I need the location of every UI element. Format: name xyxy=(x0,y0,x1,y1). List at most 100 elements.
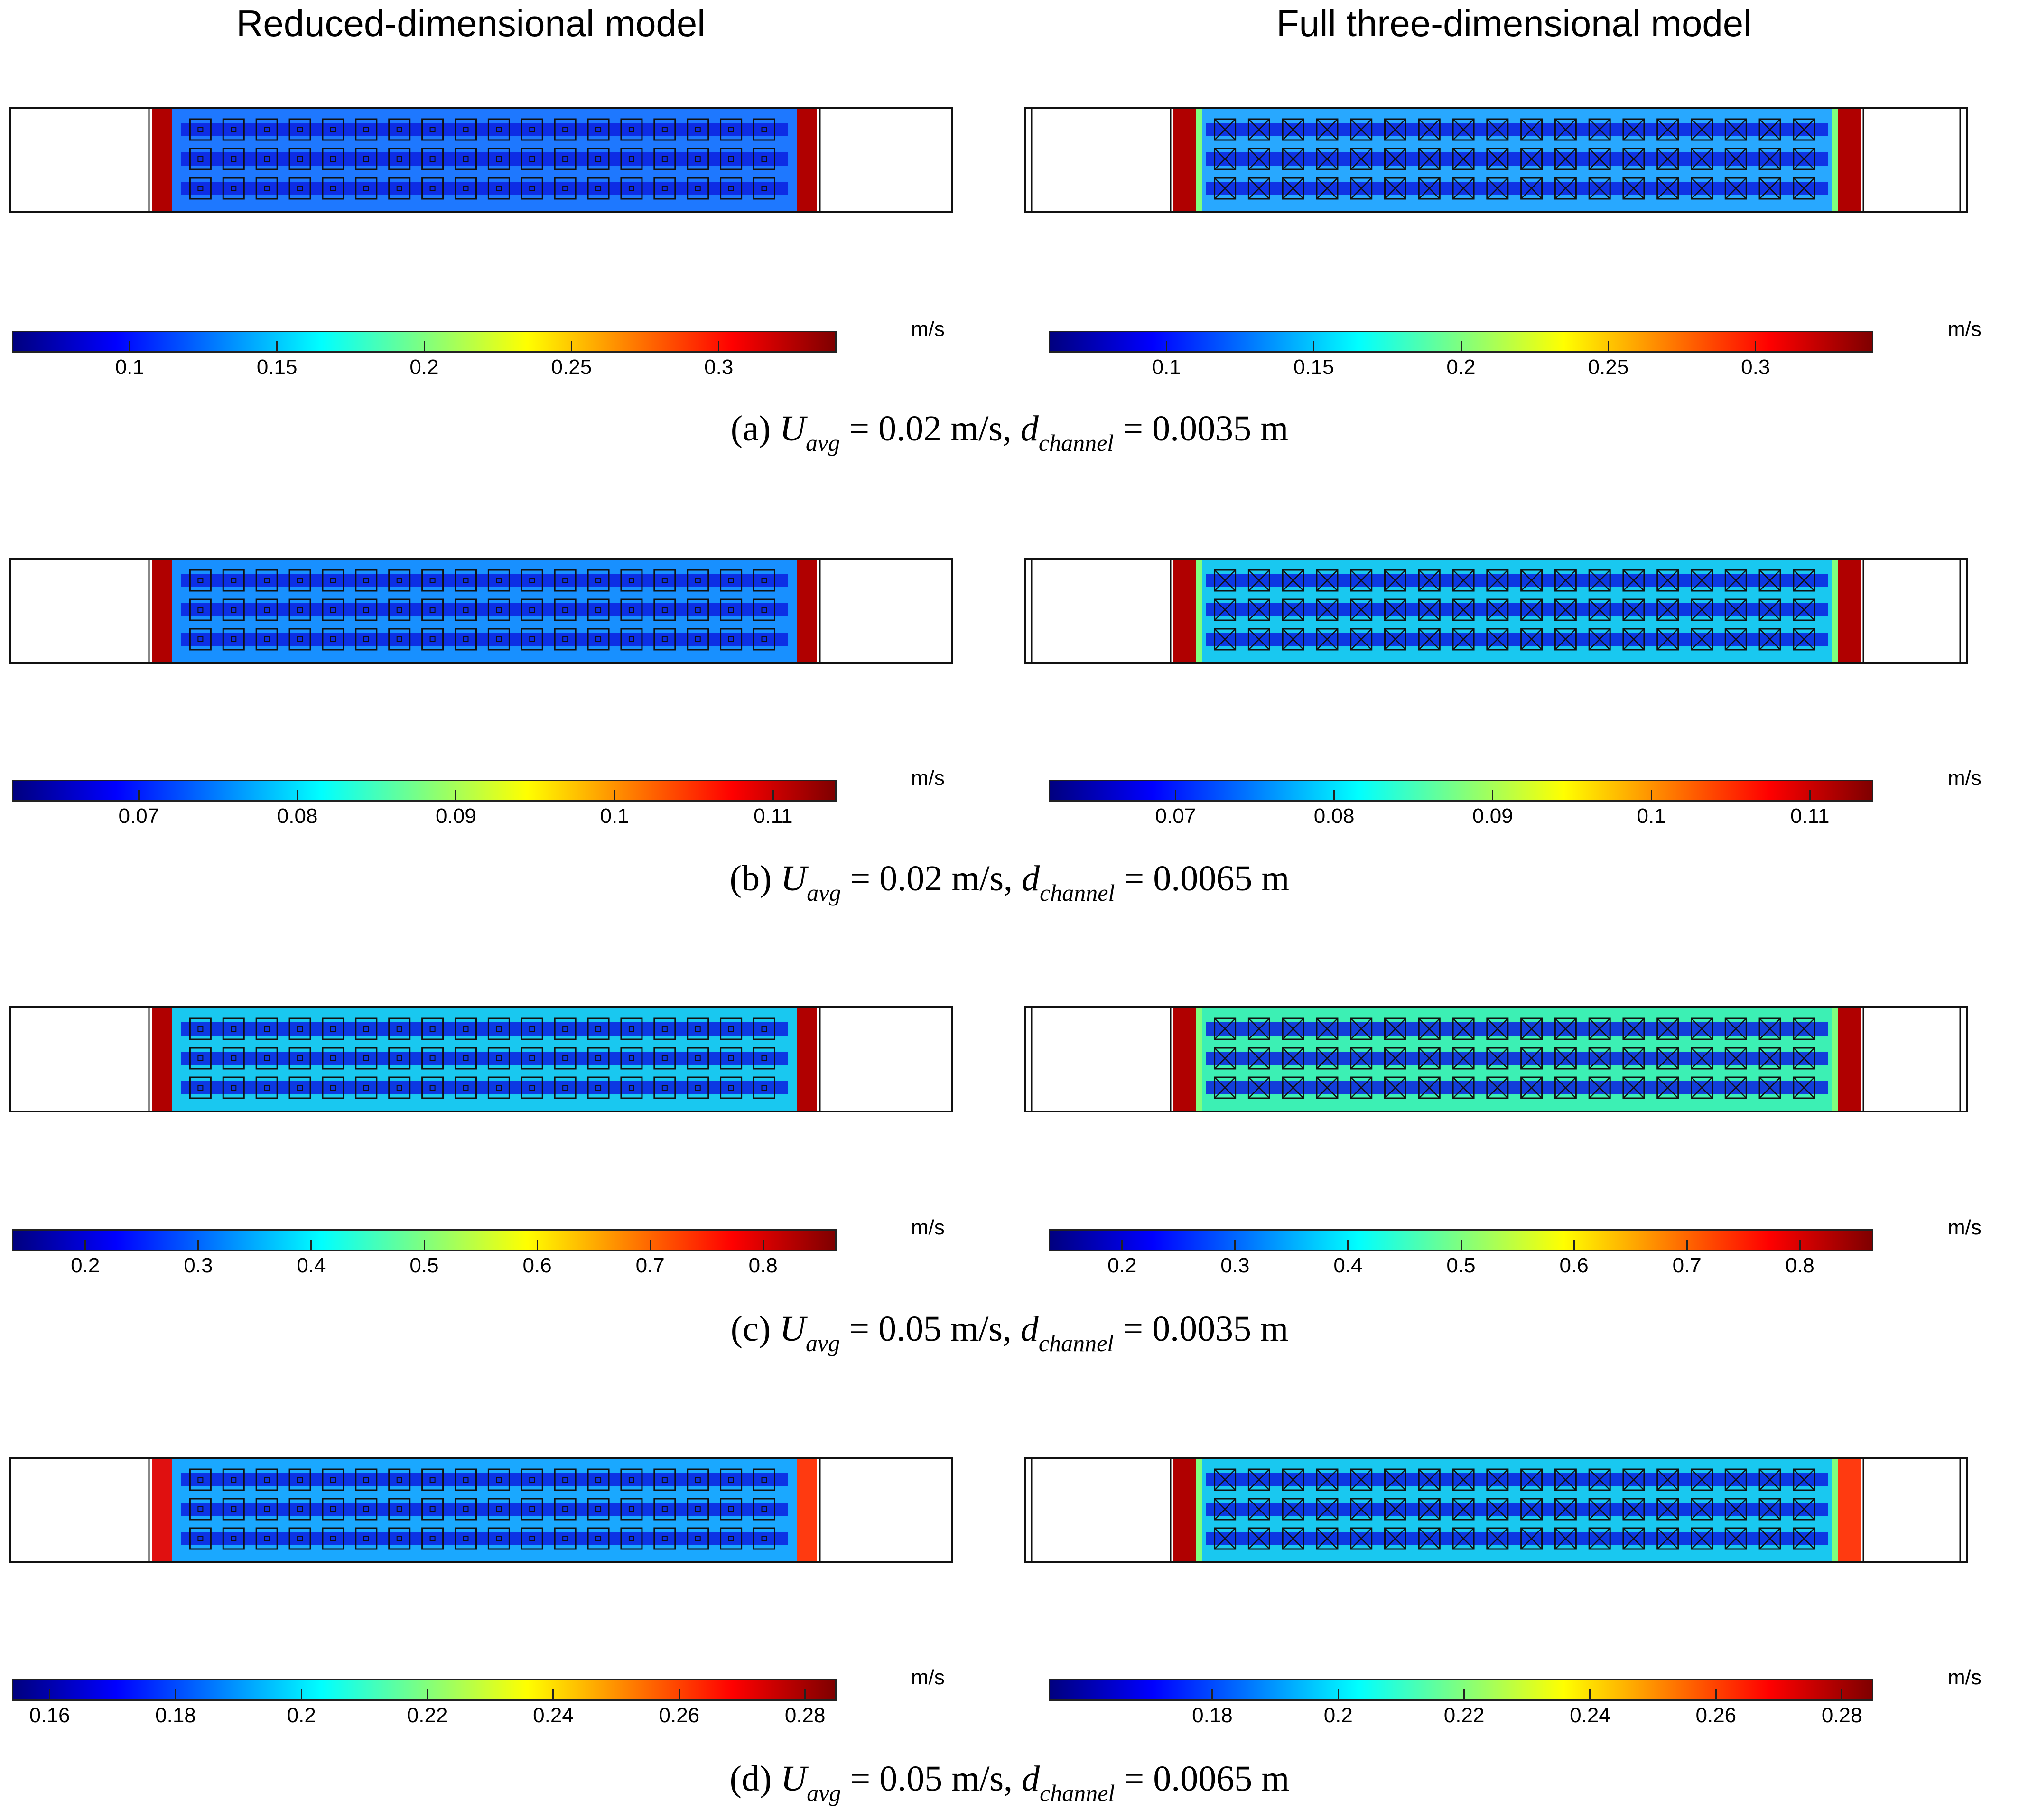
channel-cell xyxy=(1214,1076,1237,1099)
channel-cell xyxy=(487,148,510,170)
right-velocity-domain-3 xyxy=(1024,1457,1968,1563)
outlet-manifold xyxy=(797,1008,817,1111)
channel-cell xyxy=(222,1527,245,1550)
channel-cell xyxy=(1384,1468,1407,1491)
channel-cell xyxy=(753,1017,775,1040)
caption-u-avg: = 0.02 m/s, xyxy=(841,859,1022,898)
colorbar-tick xyxy=(1755,341,1757,351)
channel-cell xyxy=(322,598,344,621)
channel-cell xyxy=(521,1468,543,1491)
channel-cell xyxy=(388,177,411,200)
channel-cell xyxy=(753,1498,775,1521)
colorbar-unit: m/s xyxy=(1948,317,1982,341)
channel-cell xyxy=(1486,598,1509,621)
channel-cell xyxy=(653,1468,676,1491)
channel-cell xyxy=(1758,569,1781,592)
channel-cell xyxy=(521,1017,543,1040)
colorbar-unit: m/s xyxy=(911,766,945,790)
channel-cell xyxy=(421,1047,444,1070)
channel-cell xyxy=(1656,1047,1679,1070)
channel-cell xyxy=(454,1498,477,1521)
channel-cell xyxy=(255,118,278,141)
channel-cell xyxy=(521,569,543,592)
channel-cell xyxy=(255,1017,278,1040)
channel-cell xyxy=(421,598,444,621)
inlet-manifold xyxy=(1173,560,1196,662)
channel-cell xyxy=(1316,177,1339,200)
channel-cell xyxy=(421,148,444,170)
channel-cell xyxy=(620,1076,643,1099)
colorbar-tick-label: 0.18 xyxy=(155,1704,196,1727)
channel-cell xyxy=(521,1076,543,1099)
channel-cell xyxy=(487,1498,510,1521)
channel-cell xyxy=(388,1047,411,1070)
channel-cell xyxy=(1691,148,1713,170)
channel-cell xyxy=(255,1468,278,1491)
colorbar-tick xyxy=(1573,1240,1575,1250)
channel-cell xyxy=(1214,1047,1237,1070)
channel-cell xyxy=(1588,569,1611,592)
channel-cell xyxy=(288,177,311,200)
inlet-manifold xyxy=(152,1008,172,1111)
left-velocity-domain-2 xyxy=(9,1006,953,1112)
channel-cell xyxy=(521,177,543,200)
channel-cell xyxy=(1247,569,1270,592)
channel-cell xyxy=(355,177,378,200)
channel-cell xyxy=(355,1047,378,1070)
channel-cell xyxy=(1656,177,1679,200)
channel-cell xyxy=(487,1047,510,1070)
colorbar-tick-label: 0.2 xyxy=(287,1704,316,1727)
channel-cell xyxy=(1520,177,1543,200)
colorbar-tick-label: 0.15 xyxy=(256,355,298,379)
channel-cell xyxy=(322,1527,344,1550)
colorbar-tick xyxy=(1686,1240,1688,1250)
channel-cell xyxy=(1656,1498,1679,1521)
channel-cell xyxy=(1520,1468,1543,1491)
channel-cell xyxy=(554,1076,577,1099)
right-velocity-domain-1 xyxy=(1024,558,1968,664)
channel-cell xyxy=(255,177,278,200)
channel-cell xyxy=(1418,569,1441,592)
colorbar-unit: m/s xyxy=(911,1666,945,1689)
channel-cell xyxy=(421,628,444,651)
channel-cell xyxy=(454,569,477,592)
colorbar-tick xyxy=(1121,1240,1123,1250)
channel-cell xyxy=(1452,598,1475,621)
channel-cell xyxy=(1384,1047,1407,1070)
channel-cell xyxy=(753,1047,775,1070)
channel-cell xyxy=(1758,177,1781,200)
channel-cell xyxy=(1691,118,1713,141)
left-colorbar-3 xyxy=(12,1679,837,1701)
colorbar-tick-label: 0.6 xyxy=(522,1254,552,1277)
colorbar-tick-label: 0.08 xyxy=(1313,804,1355,828)
channel-cell xyxy=(487,1076,510,1099)
channel-cell xyxy=(1282,1498,1304,1521)
channel-cell xyxy=(1758,1498,1781,1521)
channel-cell xyxy=(720,1076,743,1099)
colorbar-tick xyxy=(427,1689,428,1699)
channel-cell xyxy=(1350,1076,1373,1099)
channel-cell xyxy=(1793,177,1815,200)
channel-cell xyxy=(587,1047,610,1070)
colorbar-tick-label: 0.1 xyxy=(115,355,144,379)
colorbar-tick xyxy=(678,1689,680,1699)
outlet-manifold xyxy=(1838,109,1861,211)
colorbar-tick-label: 0.4 xyxy=(1333,1254,1363,1277)
channel-cell xyxy=(1724,1076,1747,1099)
channel-cell xyxy=(1418,1047,1441,1070)
channel-cell xyxy=(1622,1527,1645,1550)
channel-cell xyxy=(1691,1047,1713,1070)
panel-caption-2: (c) Uavg = 0.05 m/s, dchannel = 0.0035 m xyxy=(730,1309,1289,1356)
channel-cell xyxy=(1384,1498,1407,1521)
colorbar-tick-label: 0.2 xyxy=(1323,1704,1353,1727)
channel-cell xyxy=(189,118,212,141)
colorbar-tick xyxy=(718,341,720,351)
colorbar-tick-label: 0.26 xyxy=(1695,1704,1737,1727)
colorbar-tick-label: 0.28 xyxy=(1821,1704,1862,1727)
channel-cell xyxy=(687,177,709,200)
channel-cell xyxy=(1691,598,1713,621)
channel-cell xyxy=(687,569,709,592)
channel-cell xyxy=(720,1047,743,1070)
colorbar-unit: m/s xyxy=(1948,1666,1982,1689)
colorbar-tick-label: 0.5 xyxy=(1446,1254,1476,1277)
